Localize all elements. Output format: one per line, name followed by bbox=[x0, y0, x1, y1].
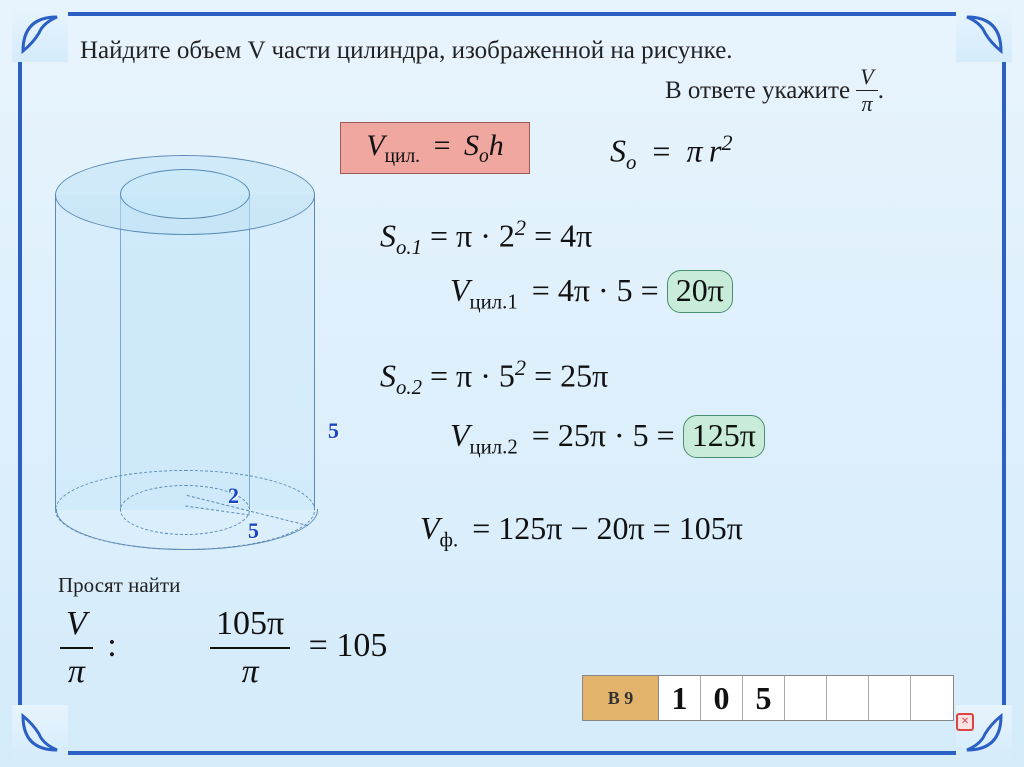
eq-vf: Vф. = 125π − 20π = 105π bbox=[420, 510, 743, 552]
final-fraction-left: V π : bbox=[60, 605, 123, 691]
close-icon[interactable]: × bbox=[956, 713, 974, 731]
highlight-125pi: 125π bbox=[683, 415, 765, 458]
cylinder-diagram bbox=[55, 155, 315, 555]
task-line2: В ответе укажите V π . bbox=[80, 68, 964, 117]
formula-v-cyl: Vцил. = Soh bbox=[366, 129, 503, 168]
answer-cell-2: 5 bbox=[743, 676, 785, 720]
final-fraction-right: 105π π = 105 bbox=[210, 605, 387, 691]
corner-curl-tr bbox=[956, 6, 1012, 62]
corner-curl-tl bbox=[12, 6, 68, 62]
answer-cell-4 bbox=[827, 676, 869, 720]
eq-so1: So.1 = π · 22 = 4π bbox=[380, 215, 592, 260]
eq-vc1: Vцил.1 = 4π · 5 = 20π bbox=[450, 270, 733, 314]
eq-vc2: Vцил.2 = 25π · 5 = 125π bbox=[450, 415, 765, 459]
corner-curl-bl bbox=[12, 705, 68, 761]
answer-cell-5 bbox=[869, 676, 911, 720]
task-text: Найдите объем V части цилиндра, изображе… bbox=[80, 34, 964, 117]
ask-label: Просят найти bbox=[58, 573, 180, 598]
dim-inner-r: 2 bbox=[228, 483, 239, 509]
inner-top-ellipse bbox=[120, 169, 250, 219]
inner-cylinder-body bbox=[120, 195, 250, 510]
highlight-20pi: 20π bbox=[667, 270, 733, 313]
formula-box-volume: Vцил. = Soh bbox=[340, 122, 530, 174]
answer-label: В 9 bbox=[583, 676, 659, 720]
answer-cell-6 bbox=[911, 676, 953, 720]
formula-s-o: So = π r2 bbox=[610, 130, 733, 175]
v-over-pi-inline: V π bbox=[856, 66, 877, 115]
dim-height: 5 bbox=[328, 418, 339, 444]
eq-so2: So.2 = π · 52 = 25π bbox=[380, 355, 608, 400]
answer-table: В 9 1 0 5 bbox=[582, 675, 954, 721]
dim-outer-r: 5 bbox=[248, 518, 259, 544]
answer-cell-0: 1 bbox=[659, 676, 701, 720]
answer-cell-1: 0 bbox=[701, 676, 743, 720]
task-line1: Найдите объем V части цилиндра, изображе… bbox=[80, 34, 964, 68]
answer-cell-3 bbox=[785, 676, 827, 720]
